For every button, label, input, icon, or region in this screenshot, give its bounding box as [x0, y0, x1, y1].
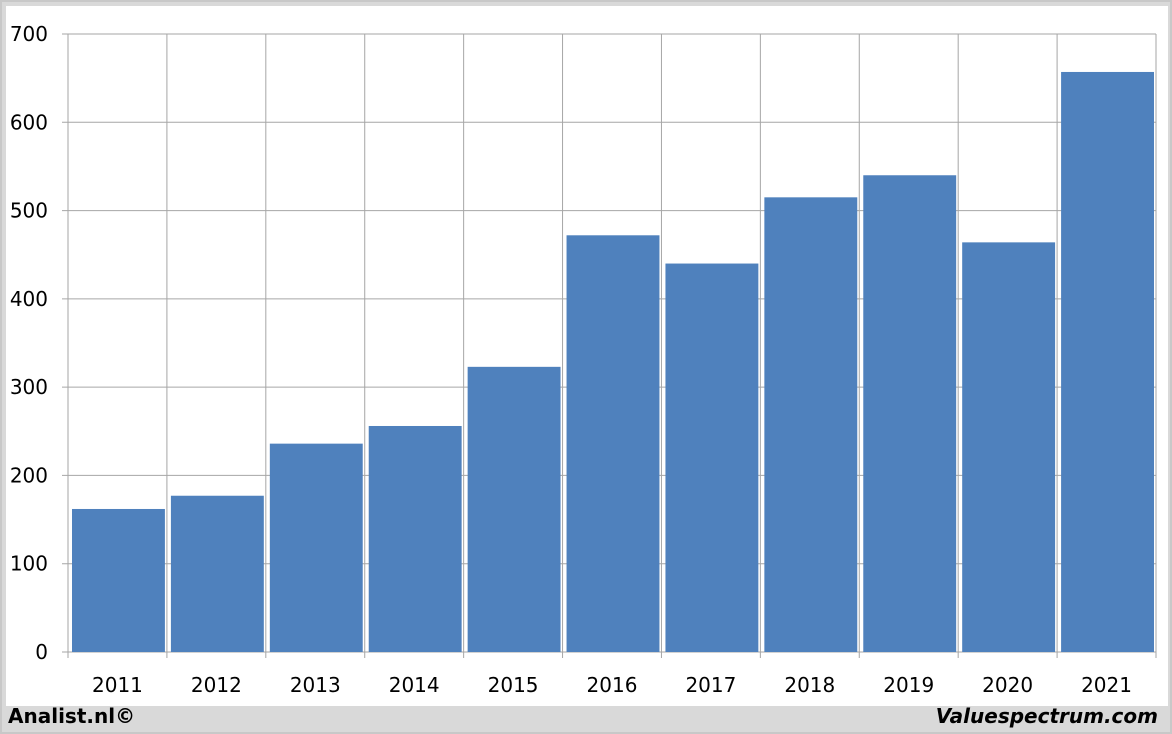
x-tick-label: 2018 [784, 673, 835, 697]
y-tick-label: 0 [35, 640, 48, 664]
footer-brand-label: Valuespectrum.com [935, 704, 1158, 728]
y-tick-label: 200 [10, 463, 48, 487]
bar-chart: 0 100 200 300 400 500 600 700 2011 2012 2013 2014 20… [10, 22, 1157, 697]
bar-2019 [863, 175, 957, 652]
bar-2015 [467, 366, 561, 652]
bar-2013 [269, 443, 363, 652]
bar-2011 [72, 508, 165, 652]
bar-2017 [665, 263, 759, 652]
bar-2018 [764, 197, 858, 653]
bar-2021 [1061, 71, 1154, 652]
x-tick-label: 2014 [389, 673, 440, 697]
y-tick-label: 400 [10, 287, 48, 311]
x-tick-label: 2012 [191, 673, 242, 697]
x-tick-label: 2015 [488, 673, 539, 697]
footer-source-label: Analist.nl© [8, 704, 136, 728]
y-tick-label: 700 [10, 22, 48, 46]
bar-2012 [170, 495, 264, 652]
x-tick-label: 2011 [92, 673, 143, 697]
x-tick-label: 2019 [883, 673, 934, 697]
y-tick-label: 100 [10, 552, 48, 576]
y-tick-label: 600 [10, 110, 48, 134]
x-tick-label: 2016 [587, 673, 638, 697]
bar-2014 [368, 425, 462, 652]
bar-2016 [566, 235, 660, 652]
x-tick-label: 2013 [290, 673, 341, 697]
y-tick-label: 300 [10, 375, 48, 399]
bar-2020 [962, 242, 1056, 652]
x-tick-label: 2021 [1081, 673, 1132, 697]
x-tick-label: 2017 [685, 673, 736, 697]
x-tick-label: 2020 [982, 673, 1033, 697]
y-tick-label: 500 [10, 199, 48, 223]
